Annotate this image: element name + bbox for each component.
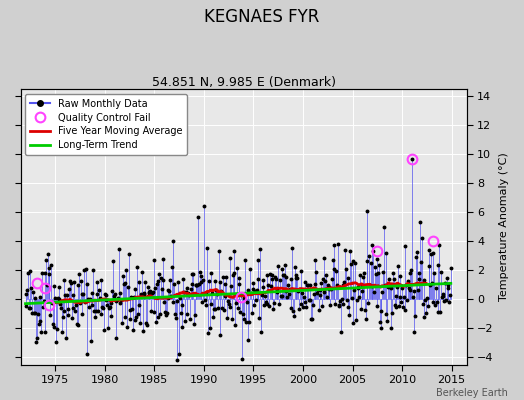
Text: KEGNAES FYR: KEGNAES FYR bbox=[204, 8, 320, 26]
Text: Berkeley Earth: Berkeley Earth bbox=[436, 388, 508, 398]
Legend: Raw Monthly Data, Quality Control Fail, Five Year Moving Average, Long-Term Tren: Raw Monthly Data, Quality Control Fail, … bbox=[26, 94, 187, 155]
Y-axis label: Temperature Anomaly (°C): Temperature Anomaly (°C) bbox=[499, 152, 509, 301]
Title: 54.851 N, 9.985 E (Denmark): 54.851 N, 9.985 E (Denmark) bbox=[151, 76, 335, 89]
